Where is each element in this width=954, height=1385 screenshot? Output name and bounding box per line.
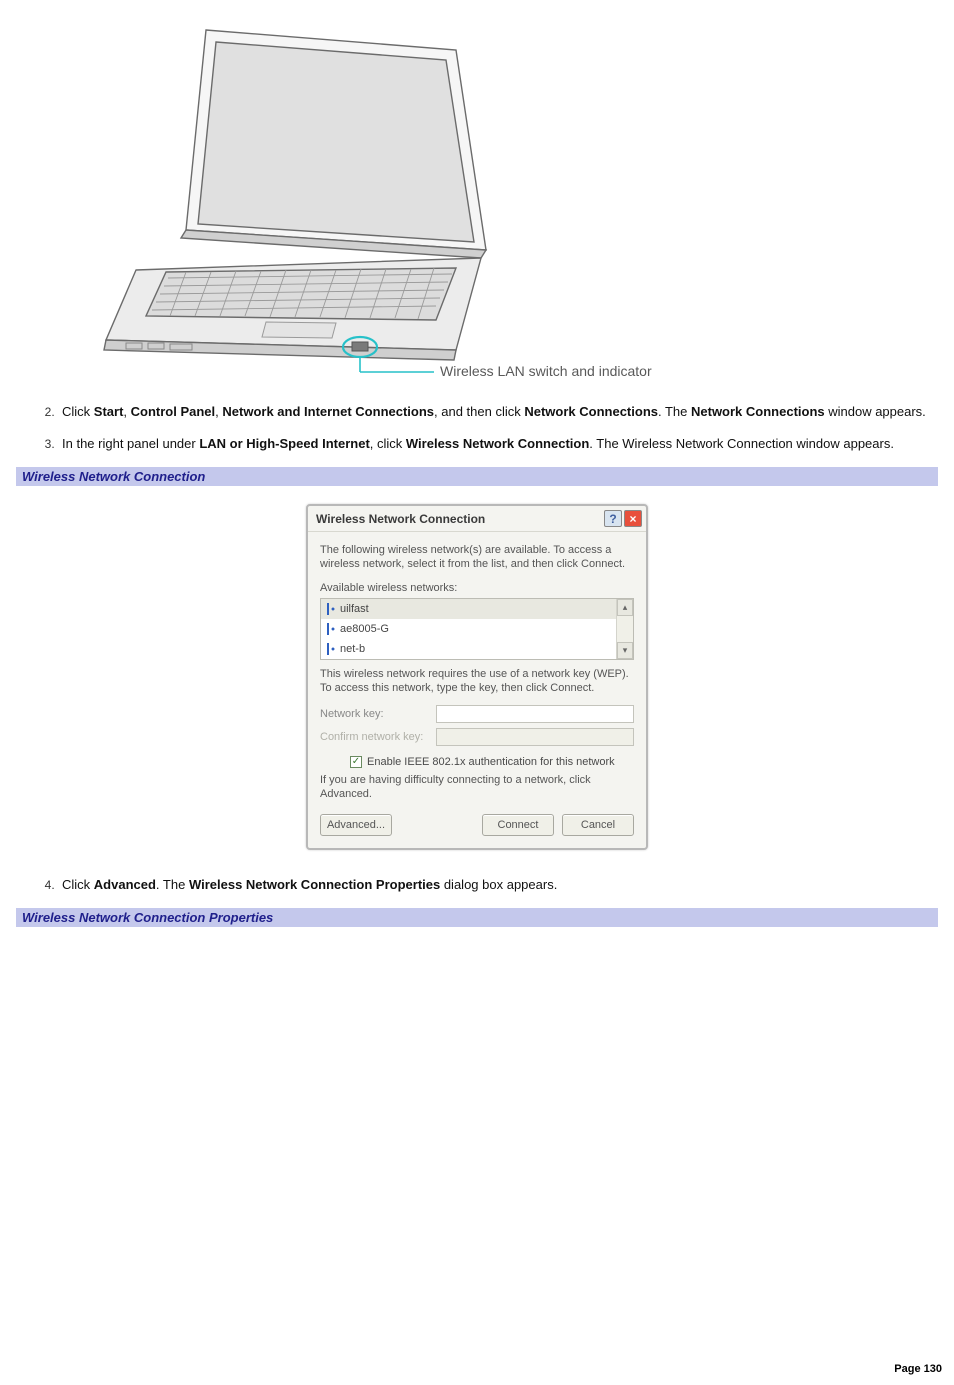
cancel-button[interactable]: Cancel xyxy=(562,814,634,836)
network-item[interactable]: net-b xyxy=(321,639,616,659)
scroll-up-button[interactable]: ▴ xyxy=(617,599,633,616)
networks-listbox[interactable]: uilfast ae8005-G net-b ▴ xyxy=(320,598,634,660)
available-networks-label: Available wireless networks: xyxy=(320,582,634,594)
section-header-1: Wireless Network Connection xyxy=(16,467,938,486)
help-button[interactable]: ? xyxy=(604,510,622,527)
laptop-svg: Wireless LAN switch and indicator xyxy=(76,20,696,380)
network-name: ae8005-G xyxy=(340,623,389,635)
step-2: Click Start, Control Panel, Network and … xyxy=(58,403,938,421)
step-3: In the right panel under LAN or High-Spe… xyxy=(58,435,938,453)
dialog-intro-text: The following wireless network(s) are av… xyxy=(320,544,634,572)
network-name: net-b xyxy=(340,643,365,655)
network-item[interactable]: uilfast xyxy=(321,599,616,619)
ieee-checkbox-label: Enable IEEE 802.1x authentication for th… xyxy=(367,756,615,768)
network-key-input[interactable] xyxy=(436,705,634,723)
laptop-figure: Wireless LAN switch and indicator xyxy=(16,20,938,383)
wep-text: This wireless network requires the use o… xyxy=(320,668,634,696)
confirm-key-label: Confirm network key: xyxy=(320,731,430,743)
section-header-2: Wireless Network Connection Properties xyxy=(16,908,938,927)
steps-list-b: Click Advanced. The Wireless Network Con… xyxy=(16,876,938,894)
scroll-down-button[interactable]: ▾ xyxy=(617,642,633,659)
wireless-dialog: Wireless Network Connection ? × The foll… xyxy=(306,504,648,850)
network-key-label: Network key: xyxy=(320,708,430,720)
dialog-title: Wireless Network Connection xyxy=(316,512,602,526)
blank-area xyxy=(16,937,938,1347)
dialog-titlebar: Wireless Network Connection ? × xyxy=(308,506,646,532)
ieee-checkbox-row[interactable]: ✓ Enable IEEE 802.1x authentication for … xyxy=(350,756,634,768)
network-icon xyxy=(327,643,335,655)
listbox-scrollbar[interactable]: ▴ ▾ xyxy=(616,599,633,659)
steps-list-a: Click Start, Control Panel, Network and … xyxy=(16,403,938,453)
ieee-checkbox[interactable]: ✓ xyxy=(350,756,362,768)
network-icon xyxy=(327,623,335,635)
page-footer: Page 130 xyxy=(0,1357,954,1385)
advanced-button[interactable]: Advanced... xyxy=(320,814,392,836)
step-4: Click Advanced. The Wireless Network Con… xyxy=(58,876,938,894)
connect-button[interactable]: Connect xyxy=(482,814,554,836)
network-name: uilfast xyxy=(340,603,369,615)
close-button[interactable]: × xyxy=(624,510,642,527)
laptop-caption: Wireless LAN switch and indicator xyxy=(440,363,652,379)
confirm-key-input xyxy=(436,728,634,746)
network-item[interactable]: ae8005-G xyxy=(321,619,616,639)
advanced-hint: If you are having difficulty connecting … xyxy=(320,774,634,802)
network-icon xyxy=(327,603,335,615)
